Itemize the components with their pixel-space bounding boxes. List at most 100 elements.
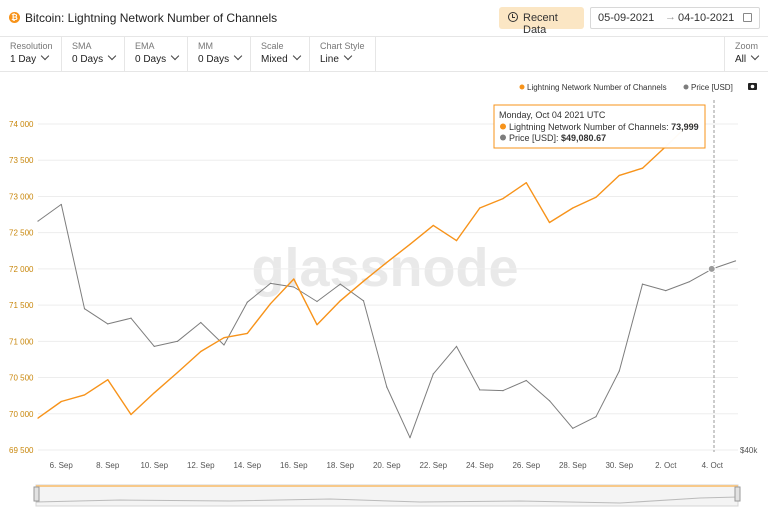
hover-marker-price: [707, 264, 716, 273]
legend[interactable]: Lightning Network Number of Channels Pri…: [519, 83, 758, 92]
scale-select[interactable]: Scale Mixed: [251, 37, 310, 71]
chevron-down-icon: [233, 51, 243, 61]
data-point: [269, 303, 272, 305]
data-point: [60, 203, 62, 206]
control-value: 0 Days: [72, 51, 124, 65]
data-point: [293, 278, 295, 280]
control-value: Line: [320, 51, 375, 65]
x-tick-label: 16. Sep: [280, 461, 308, 470]
data-point: [200, 350, 202, 353]
legend-channels[interactable]: Lightning Network Number of Channels: [527, 83, 667, 92]
y-tick-label: 73 500: [9, 156, 34, 165]
tooltip-swatch-channels: [500, 123, 506, 130]
legend-swatch-price: [683, 84, 689, 90]
data-point: [618, 370, 620, 372]
data-point: [130, 317, 132, 319]
control-label: Zoom: [735, 41, 759, 51]
tooltip-swatch-price: [500, 134, 506, 141]
x-tick-label: 10. Sep: [140, 461, 168, 470]
data-point: [153, 345, 155, 348]
chevron-down-icon: [750, 51, 760, 61]
zoom-select[interactable]: Zoom All: [724, 37, 760, 71]
navigator-preview-line: [35, 496, 739, 504]
sma-select[interactable]: SMA 0 Days: [62, 37, 125, 71]
navigator-track: [35, 484, 739, 507]
data-point: [362, 300, 365, 302]
data-point: [176, 340, 179, 342]
data-point: [200, 321, 202, 324]
x-tick-label: 20. Sep: [373, 461, 401, 470]
data-point: [618, 174, 620, 177]
control-value: 0 Days: [198, 51, 250, 65]
y-tick-label: 70 000: [9, 410, 34, 419]
chart-area[interactable]: glassnode 69 500 70 000 70 500 71 000 71 500…: [0, 72, 768, 512]
y-tick-label: 69 500: [9, 446, 34, 455]
data-point: [502, 198, 504, 200]
chart-controls: Resolution 1 Day SMA 0 Days EMA 0 Days M…: [0, 37, 768, 72]
data-point: [455, 240, 458, 242]
chevron-down-icon: [170, 51, 180, 61]
x-tick-label: 6. Sep: [50, 461, 74, 470]
clock-icon: [508, 12, 518, 22]
x-tick-label: 30. Sep: [605, 461, 633, 470]
data-point: [386, 386, 388, 388]
ema-select[interactable]: EMA 0 Days: [125, 37, 188, 71]
x-tick-label: 14. Sep: [233, 461, 261, 470]
chart-style-select[interactable]: Chart Style Line: [310, 37, 376, 71]
x-tick-label: 2. Oct: [655, 461, 677, 470]
data-point: [595, 196, 597, 198]
price-series: [37, 203, 737, 439]
navigator[interactable]: [33, 484, 741, 507]
resolution-select[interactable]: Resolution 1 Day: [0, 37, 62, 71]
data-point: [223, 344, 225, 346]
data-point: [432, 224, 434, 227]
data-point: [153, 392, 155, 394]
x-tick-label: 8. Sep: [96, 461, 120, 470]
tooltip-box: [493, 104, 706, 149]
navigator-left-handle[interactable]: [33, 486, 40, 502]
control-value: All: [735, 51, 760, 65]
x-tick-label: 24. Sep: [466, 461, 494, 470]
date-to[interactable]: 04-10-2021: [678, 12, 735, 24]
legend-price[interactable]: Price [USD]: [691, 83, 733, 92]
navigator-selection: [36, 485, 738, 487]
date-from[interactable]: 05-09-2021: [598, 12, 655, 24]
data-point: [60, 400, 62, 403]
data-point: [130, 413, 132, 416]
data-point: [339, 300, 341, 302]
bitcoin-icon: ₿: [9, 12, 20, 23]
y-tick-label: 72 000: [9, 265, 34, 274]
x-tick-label: 12. Sep: [187, 461, 215, 470]
data-point: [37, 417, 39, 419]
data-point: [107, 379, 109, 381]
control-value: Mixed: [261, 51, 309, 65]
data-point: [432, 373, 434, 375]
chevron-down-icon: [343, 51, 353, 61]
y-tick-label: 70 500: [9, 374, 34, 383]
control-label: SMA: [72, 41, 92, 51]
data-point: [316, 300, 318, 303]
navigator-right-handle[interactable]: [734, 486, 741, 502]
data-point: [83, 308, 86, 310]
recent-data-button[interactable]: Recent Data: [499, 7, 584, 36]
data-point: [525, 182, 527, 184]
data-point: [409, 243, 411, 245]
chart-title: Bitcoin: Lightning Network Number of Cha…: [25, 11, 278, 25]
y-tick-label: 74 000: [9, 120, 34, 129]
data-point: [37, 220, 39, 222]
data-point: [572, 427, 574, 429]
data-point: [409, 437, 411, 439]
y-tick-label: 71 500: [9, 301, 34, 310]
mm-select[interactable]: MM 0 Days: [188, 37, 251, 71]
date-range-picker[interactable]: 05-09-2021 → 04-10-2021: [590, 7, 760, 29]
calendar-icon[interactable]: [743, 13, 752, 22]
x-tick-label: 26. Sep: [512, 461, 540, 470]
data-point: [595, 416, 597, 418]
header-bar: ₿ Bitcoin: Lightning Network Number of C…: [0, 0, 768, 37]
tooltip: Monday, Oct 04 2021 UTC Lightning Networ…: [493, 104, 706, 149]
data-point: [572, 207, 574, 209]
legend-swatch-channels: [519, 84, 525, 90]
y-axis-labels: 69 500 70 000 70 500 71 000 71 500 72 000 72 5…: [9, 120, 34, 455]
data-point: [316, 324, 318, 326]
data-point: [688, 281, 690, 283]
